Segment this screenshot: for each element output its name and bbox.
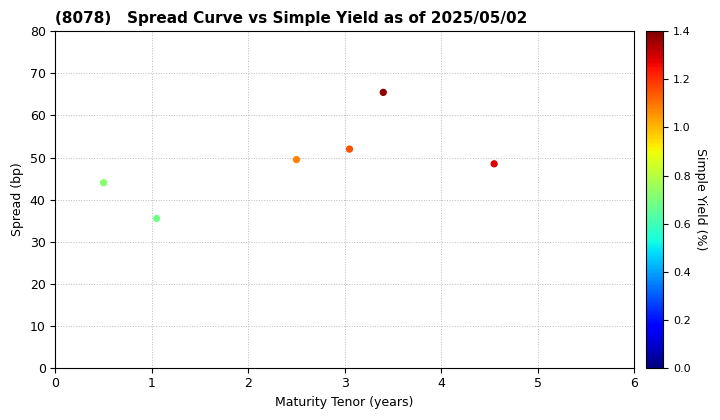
Point (291, 156, 302, 163)
Text: (8078)   Spread Curve vs Simple Yield as of 2025/05/02: (8078) Spread Curve vs Simple Yield as o… (55, 11, 528, 26)
Point (98, 179, 109, 186)
Point (488, 160, 500, 167)
Y-axis label: Simple Yield (%): Simple Yield (%) (694, 148, 707, 251)
Point (377, 89, 389, 96)
X-axis label: Maturity Tenor (years): Maturity Tenor (years) (276, 396, 414, 409)
Point (151, 215, 163, 222)
Point (343, 146, 355, 152)
Y-axis label: Spread (bp): Spread (bp) (11, 163, 24, 236)
